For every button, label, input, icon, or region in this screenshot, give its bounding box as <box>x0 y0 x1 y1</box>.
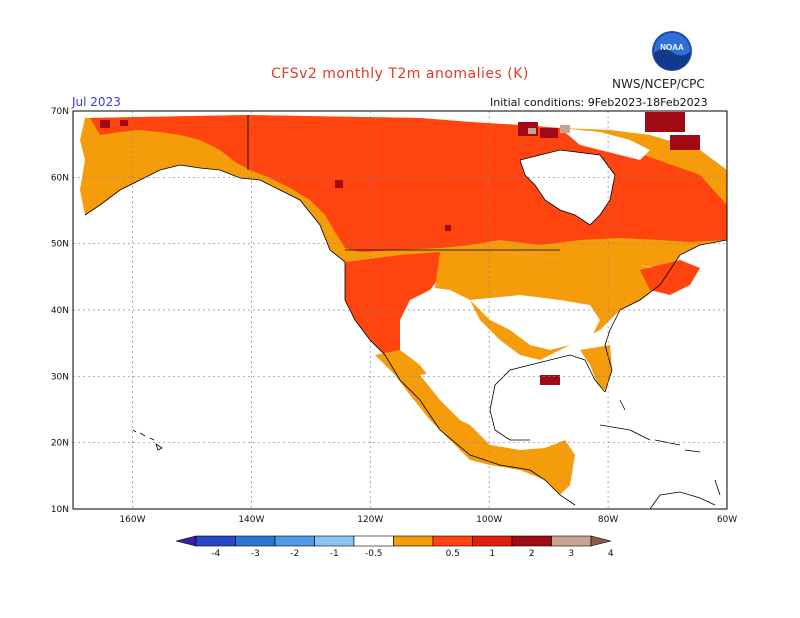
noaa-logo: NOAA <box>652 31 692 71</box>
coastlines <box>84 115 727 506</box>
colorbar-arrow-left <box>175 535 197 547</box>
initial-conditions: Initial conditions: 9Feb2023-18Feb2023 <box>490 96 708 109</box>
us-interior-neutral <box>470 295 600 350</box>
hawaii-islands <box>132 429 163 451</box>
lon-label: 100W <box>476 515 502 525</box>
lon-label: 60W <box>717 515 737 525</box>
colorbar-tick-label: 1 <box>489 549 495 559</box>
colorbar-swatch <box>511 535 552 547</box>
colorbar-tick-label: 0.5 <box>446 549 460 559</box>
colorbar-swatch <box>274 535 315 547</box>
mexico-interior-neutral <box>420 370 500 430</box>
colorbar-swatch <box>353 535 394 547</box>
colorbar-swatch <box>432 535 473 547</box>
colorbar-tick-label: -4 <box>211 549 220 559</box>
grid-lines <box>73 111 727 509</box>
lat-label: 50N <box>51 240 69 250</box>
agency-label: NWS/NCEP/CPC <box>612 77 705 91</box>
colorbar-tick-label: 3 <box>568 549 574 559</box>
noaa-logo-text: NOAA <box>660 43 684 52</box>
colorbar-swatch <box>551 535 592 547</box>
lat-label: 30N <box>51 372 69 382</box>
colorbar-swatch <box>235 535 276 547</box>
anomaly-region-florida-orange <box>580 345 612 390</box>
south-america-coast <box>649 491 716 510</box>
lat-label: 40N <box>51 306 69 316</box>
lon-label: 140W <box>238 515 264 525</box>
colorbar-tick-label: 4 <box>608 549 614 559</box>
colorbar-tick-label: -3 <box>251 549 260 559</box>
colorbar-labels: -4 -3 -2 -1 -0.5 0.5 1 2 3 4 <box>211 549 614 559</box>
lon-label: 120W <box>357 515 383 525</box>
anomaly-region-mexico-orange <box>375 350 575 495</box>
lat-label: 20N <box>51 439 69 449</box>
forecast-month: Jul 2023 <box>72 95 121 109</box>
longitude-labels: 160W 140W 120W 100W 80W 60W <box>119 515 737 525</box>
colorbar-swatch <box>472 535 513 547</box>
hudson-bay <box>520 150 615 225</box>
colorbar <box>175 535 612 547</box>
colorbar-swatch <box>393 535 434 547</box>
colorbar-swatch <box>314 535 355 547</box>
lon-label: 160W <box>119 515 145 525</box>
colorbar-tick-label: -1 <box>330 549 339 559</box>
colorbar-arrow-right <box>590 535 612 547</box>
colorbar-tick-label: -2 <box>290 549 299 559</box>
anomaly-field <box>80 112 727 495</box>
map-frame <box>72 110 728 510</box>
colorbar-swatch <box>195 535 236 547</box>
lat-label: 60N <box>51 173 69 183</box>
colorbar-tick-label: -0.5 <box>365 549 383 559</box>
anomaly-region-northeast-red <box>640 260 700 295</box>
latitude-labels: 70N 60N 50N 40N 30N 20N 10N <box>51 107 69 515</box>
us-southwest-neutral <box>430 305 480 345</box>
lat-label: 70N <box>51 107 69 117</box>
arctic-channels <box>560 128 650 160</box>
colorbar-tick-label: 2 <box>529 549 535 559</box>
lat-label: 10N <box>51 505 69 515</box>
anomaly-region-canada-red <box>90 115 727 252</box>
lon-label: 80W <box>598 515 618 525</box>
chart-title: CFSv2 monthly T2m anomalies (K) <box>271 66 529 82</box>
caribbean-islands <box>599 399 721 496</box>
